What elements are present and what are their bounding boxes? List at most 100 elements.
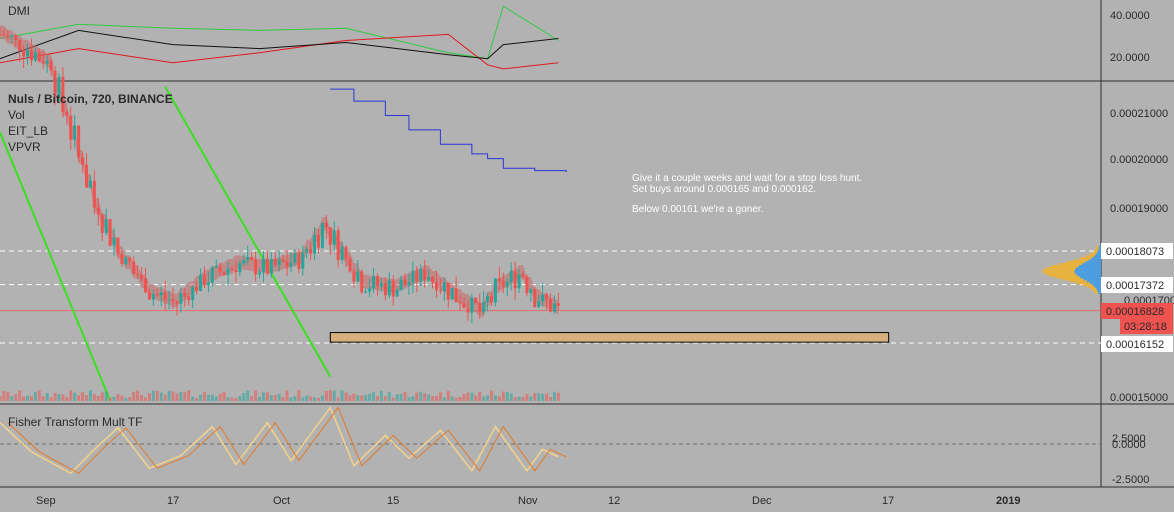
candle-body [218, 266, 222, 272]
candle-body [140, 274, 144, 279]
candle-body [552, 303, 556, 312]
volume-bar [387, 392, 391, 401]
candle-body [179, 293, 183, 304]
volume-bar [222, 392, 226, 401]
candle-body [57, 76, 61, 97]
candle-body [517, 274, 521, 289]
volume-bar [493, 395, 497, 401]
candle-body [297, 253, 301, 269]
indicator-vpvr: VPVR [8, 140, 41, 154]
vpvr-bar-down [1073, 259, 1089, 262]
volume-bar [442, 397, 446, 401]
candle-body [545, 294, 549, 300]
volume-bar [206, 394, 210, 401]
volume-bar [124, 397, 128, 401]
candle-body [124, 257, 128, 264]
volume-bar [537, 393, 541, 401]
vpvr-bar-up [1098, 247, 1101, 250]
candle-body [29, 50, 33, 61]
price-label-16152: 0.00016152 [1101, 336, 1173, 352]
volume-bar [505, 391, 509, 401]
volume-bar [57, 394, 61, 401]
candle-body [214, 266, 218, 268]
candle-body [258, 272, 262, 275]
candle-body [501, 280, 505, 287]
volume-bar [454, 397, 458, 401]
candle-body [2, 34, 6, 36]
volume-bar [375, 395, 379, 401]
candle-body [379, 283, 383, 287]
volume-bar [309, 396, 313, 401]
candle-body [18, 39, 22, 51]
volume-bars [0, 390, 560, 401]
volume-bar [427, 394, 431, 401]
candle-body [533, 289, 537, 307]
volume-bar [285, 390, 289, 401]
volume-bar [552, 391, 556, 401]
volume-bar [120, 395, 124, 401]
fisher-lines [0, 405, 567, 475]
volume-bar [372, 392, 376, 401]
volume-bar [171, 391, 175, 401]
vpvr-bar-up [1092, 284, 1101, 287]
volume-bar [116, 394, 120, 401]
price-label-18073: 0.00018073 [1101, 243, 1173, 259]
fisher-title: Fisher Transform Mult TF [8, 415, 142, 429]
candle-body [423, 269, 427, 281]
candle-body [175, 301, 179, 304]
vpvr-bar-up [1085, 261, 1101, 264]
candle-body [556, 303, 560, 306]
candle-body [120, 254, 124, 264]
candles [0, 27, 560, 324]
x-tick-17a: 17 [167, 495, 179, 507]
candle-body [352, 271, 356, 282]
candle-body [391, 280, 395, 297]
candle-body [478, 302, 482, 312]
volume-bar [313, 397, 317, 401]
volume-bar [320, 395, 324, 401]
volume-bar [33, 391, 37, 401]
candle-body [104, 219, 108, 233]
volume-bar [167, 390, 171, 401]
price-tick-15: 0.00015000 [1110, 392, 1168, 404]
price-label-17372: 0.00017372 [1101, 277, 1173, 293]
vpvr-bar-down [1066, 261, 1086, 264]
support-zone[interactable] [329, 332, 890, 343]
volume-bar [230, 397, 234, 401]
volume-bar [423, 393, 427, 401]
candle-body [525, 276, 529, 294]
dmi-plus-line [0, 5, 559, 60]
candle-body [183, 293, 187, 297]
candle-body [454, 288, 458, 303]
candle-body [96, 207, 100, 215]
dmi-tick-20: 20.0000 [1110, 52, 1150, 64]
vpvr-bar-up [1080, 276, 1101, 279]
volume-bar [85, 395, 89, 401]
volume-bar [73, 392, 77, 401]
trendlines[interactable] [0, 86, 332, 401]
volume-bar [104, 391, 108, 401]
candle-body [250, 256, 254, 260]
volume-bar [332, 390, 336, 401]
vpvr-bar-up [1078, 264, 1101, 267]
candle-body [509, 271, 513, 282]
indicator-eit: EIT_LB [8, 124, 48, 138]
candle-body [132, 261, 136, 275]
volume-bar [246, 390, 250, 401]
candle-body [332, 230, 336, 245]
candle-body [364, 291, 368, 293]
blue-step-line [330, 88, 567, 173]
candle-body [348, 258, 352, 272]
candle-body [313, 235, 317, 254]
candle-body [206, 282, 210, 286]
candle-body [0, 34, 2, 36]
volume-bar [407, 397, 411, 401]
candle-body [155, 294, 159, 296]
vpvr-bar-down [1062, 278, 1084, 281]
candle-body [273, 258, 277, 266]
candle-body [167, 299, 171, 301]
svg-text:03:28:18: 03:28:18 [1124, 321, 1167, 333]
volume-bar [45, 392, 49, 401]
candle-body [309, 248, 313, 254]
